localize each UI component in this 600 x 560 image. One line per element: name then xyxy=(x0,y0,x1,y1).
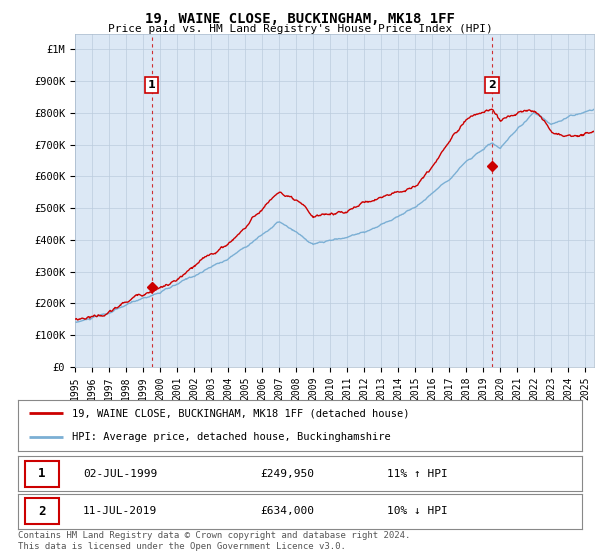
Text: Price paid vs. HM Land Registry's House Price Index (HPI): Price paid vs. HM Land Registry's House … xyxy=(107,24,493,34)
Text: 11-JUL-2019: 11-JUL-2019 xyxy=(83,506,157,516)
Text: 1: 1 xyxy=(38,467,46,480)
Text: £249,950: £249,950 xyxy=(260,469,314,479)
Text: 1: 1 xyxy=(148,80,155,90)
Text: HPI: Average price, detached house, Buckinghamshire: HPI: Average price, detached house, Buck… xyxy=(71,432,391,442)
Text: 19, WAINE CLOSE, BUCKINGHAM, MK18 1FF (detached house): 19, WAINE CLOSE, BUCKINGHAM, MK18 1FF (d… xyxy=(71,408,409,418)
Text: 19, WAINE CLOSE, BUCKINGHAM, MK18 1FF: 19, WAINE CLOSE, BUCKINGHAM, MK18 1FF xyxy=(145,12,455,26)
Text: 11% ↑ HPI: 11% ↑ HPI xyxy=(388,469,448,479)
Text: Contains HM Land Registry data © Crown copyright and database right 2024.
This d: Contains HM Land Registry data © Crown c… xyxy=(18,531,410,551)
FancyBboxPatch shape xyxy=(25,498,59,525)
Text: £634,000: £634,000 xyxy=(260,506,314,516)
Text: 2: 2 xyxy=(488,80,496,90)
Text: 10% ↓ HPI: 10% ↓ HPI xyxy=(388,506,448,516)
Text: 2: 2 xyxy=(38,505,46,518)
FancyBboxPatch shape xyxy=(25,460,59,487)
Text: 02-JUL-1999: 02-JUL-1999 xyxy=(83,469,157,479)
